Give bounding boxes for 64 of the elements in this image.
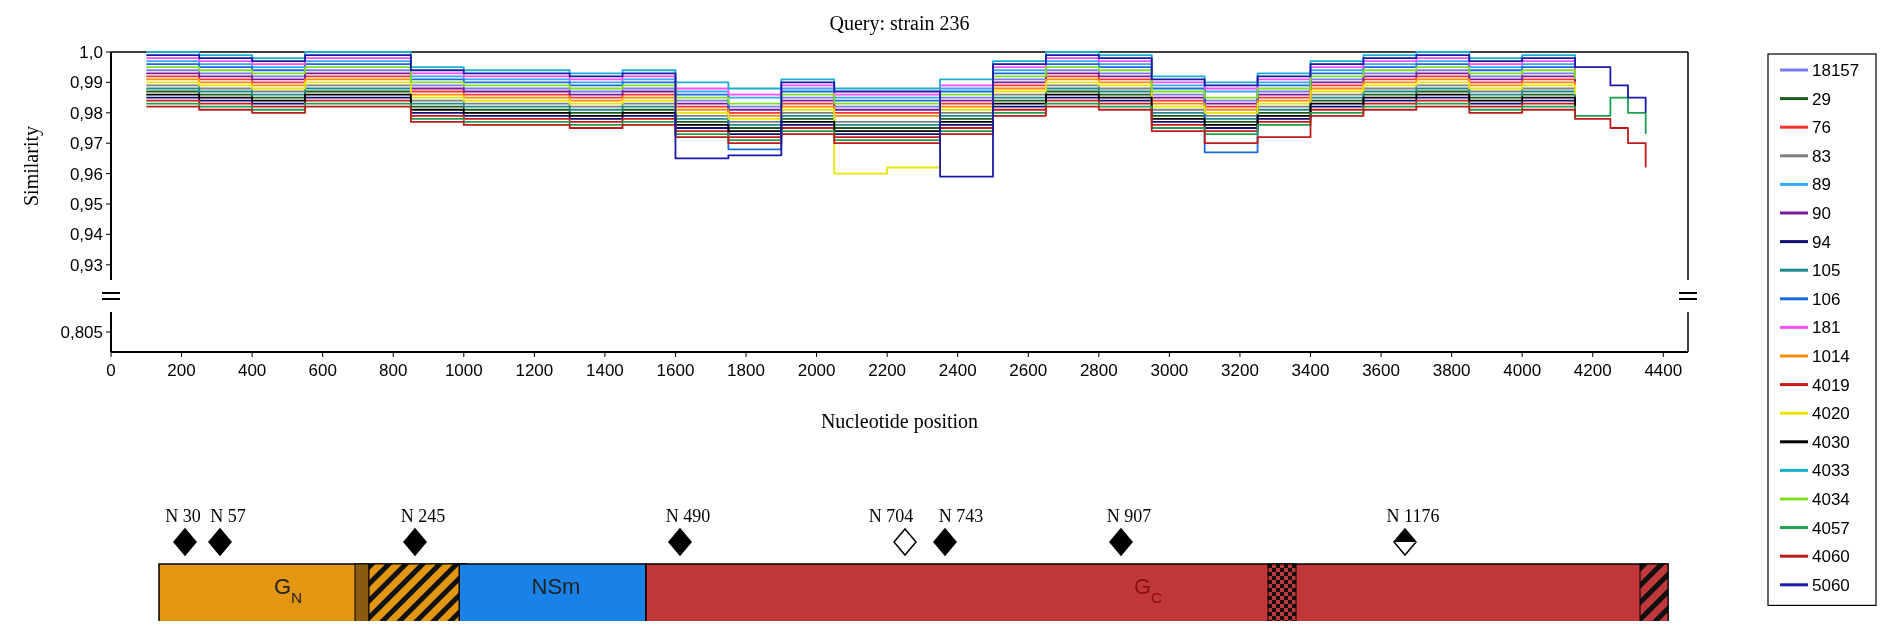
x-tick-label: 1600	[656, 361, 695, 380]
legend-label: 4033	[1812, 461, 1850, 481]
text: N 30	[165, 506, 201, 526]
x-tick-label: 1800	[727, 361, 765, 380]
x-tick-label: 1200	[515, 361, 554, 380]
x-tick-label: 3000	[1150, 361, 1189, 380]
x-tick-label: 2000	[797, 361, 836, 380]
text: N 1176	[1386, 506, 1440, 526]
x-tick-label: 800	[379, 361, 408, 380]
text: 0,805	[60, 322, 103, 342]
category-label: G$_{N}$	[273, 574, 303, 606]
legend-label: 106	[1812, 289, 1841, 309]
legend-label: 4030	[1812, 432, 1850, 452]
legend-label: 83	[1812, 146, 1831, 166]
x-tick-label: 2800	[1079, 361, 1118, 380]
y-tick-label: 0,96	[69, 164, 103, 184]
legend-label: 29	[1812, 89, 1831, 109]
x-tick-label: 2200	[868, 361, 907, 380]
x-tick-label: 4200	[1573, 361, 1612, 380]
x-tick-label: 600	[308, 361, 337, 380]
x-tick-label: 4000	[1503, 361, 1542, 380]
y-axis-title: Similarity	[20, 126, 43, 206]
text: N 57	[210, 506, 246, 526]
legend-label: 5060	[1812, 575, 1850, 595]
y-tick-label: 0,94	[69, 225, 103, 245]
legend-label: 90	[1812, 203, 1831, 223]
x-tick-label: 200	[167, 361, 196, 380]
legend-label: 76	[1812, 118, 1831, 138]
y-tick-label: 0,95	[69, 194, 103, 214]
y-tick-label: 0,93	[69, 255, 103, 275]
x-tick-label: 1000	[444, 361, 483, 380]
x-tick-label: 2600	[1009, 361, 1048, 380]
legend-label: 105	[1812, 261, 1841, 281]
legend-label: 181	[1812, 318, 1841, 338]
legend-label: 4034	[1812, 489, 1850, 509]
text: N 704	[868, 506, 914, 526]
text: N 743	[938, 506, 984, 526]
y-tick-label: 0,98	[69, 103, 103, 123]
x-tick-label: 0	[106, 361, 116, 380]
text: N 490	[665, 506, 711, 526]
chart-title: Query: strain 236	[829, 12, 970, 35]
x-tick-label: 4400	[1644, 361, 1683, 380]
x-tick-label: 2400	[938, 361, 977, 380]
legend-label: 94	[1812, 232, 1831, 252]
text: N 907	[1106, 506, 1152, 526]
legend-label: 18157	[1812, 60, 1860, 80]
x-tick-label: 3200	[1221, 361, 1259, 380]
y-tick-label: 0,97	[69, 134, 103, 154]
x-tick-label: 3800	[1432, 361, 1471, 380]
x-tick-label: 3400	[1291, 361, 1330, 380]
x-axis-title: Nucleotide position	[820, 410, 979, 433]
text: N 245	[400, 506, 446, 526]
legend-label: 89	[1812, 175, 1831, 195]
legend-label: 4057	[1812, 518, 1850, 538]
x-tick-label: 1400	[586, 361, 624, 380]
category-label: NSm	[531, 574, 581, 599]
legend-label: 1014	[1812, 346, 1850, 366]
y-tick-label: 1,0	[79, 42, 103, 62]
x-tick-label: 400	[237, 361, 267, 380]
y-tick-label: 0,99	[69, 73, 103, 93]
legend-label: 4020	[1812, 404, 1850, 424]
x-tick-label: 3600	[1362, 361, 1400, 380]
legend-label: 4019	[1812, 375, 1850, 395]
legend-label: 4060	[1812, 547, 1850, 567]
